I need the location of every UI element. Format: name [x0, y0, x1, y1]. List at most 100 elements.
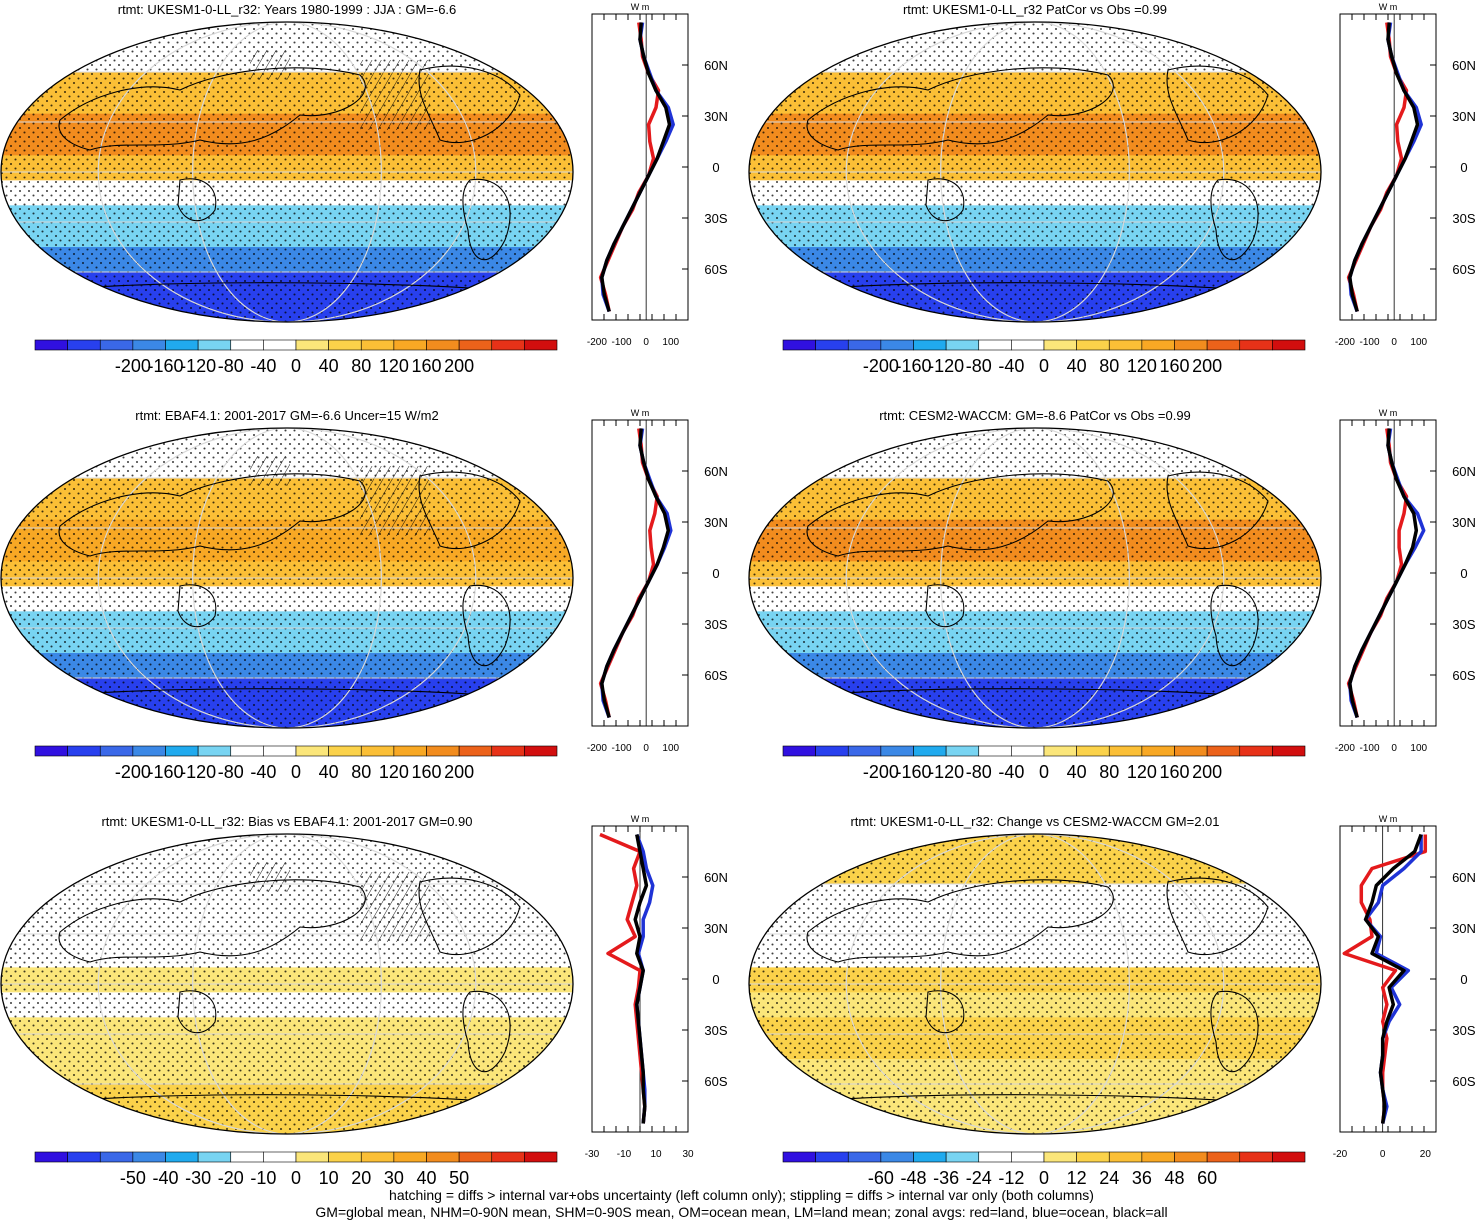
- map-field: [1, 22, 573, 322]
- colorbar-box: [393, 339, 427, 351]
- coastline: [806, 879, 1114, 963]
- coastline: [177, 178, 217, 222]
- colorbar-box: [1108, 339, 1143, 351]
- coastline: [1166, 471, 1269, 550]
- map-border: [748, 21, 1322, 323]
- colorbar-tick-label: 12: [1067, 1168, 1087, 1185]
- colorbar-tick-label: 120: [1127, 762, 1157, 782]
- colorbar-tick-label: 80: [351, 356, 371, 376]
- colorbar-box: [230, 745, 264, 757]
- colorbar-tick-label: 200: [444, 762, 474, 782]
- profile-lat-label: 60N: [704, 58, 728, 73]
- zonal-ocean-line: [600, 22, 675, 313]
- colorbar-tick-label: -120: [928, 762, 964, 782]
- colorbar-box: [1043, 745, 1077, 757]
- colorbar-box: [945, 1151, 980, 1163]
- zonal-land-line: [598, 22, 661, 312]
- colorbar: -200-160-120 -80 -40 0 40 80 120 160 200: [34, 745, 558, 782]
- panel-bias: rtmt: UKESM1-0-LL_r32: Bias vs EBAF4.1: …: [0, 814, 728, 1185]
- colorbar-box: [1141, 745, 1175, 757]
- coastline: [1166, 877, 1269, 956]
- coastline: [1210, 178, 1259, 261]
- profile-x-tick-label: 100: [662, 337, 679, 348]
- colorbar-box: [815, 339, 849, 351]
- profile-lat-label: 60N: [1452, 870, 1476, 885]
- colorbar-box: [880, 1151, 914, 1163]
- figure-footer: hatching = diffs > internal var+obs unce…: [0, 1187, 1483, 1221]
- profile-lat-label: 30S: [704, 1023, 727, 1038]
- profile-lat-label: 30S: [1452, 211, 1475, 226]
- zonal-ocean-line: [600, 428, 673, 719]
- profile-x-tick-label: 0: [643, 337, 649, 348]
- colorbar-box: [880, 339, 914, 351]
- colorbar-box: [263, 1151, 297, 1163]
- map-border: [748, 427, 1322, 729]
- colorbar-tick-label: 0: [291, 762, 301, 782]
- colorbar-box: [165, 745, 199, 757]
- zonal-profile: W m -200 -100 0 100 60N 30N 0 30S 60S: [587, 2, 728, 348]
- colorbar-tick-label: 0: [291, 356, 301, 376]
- panel-model-patcor: rtmt: UKESM1-0-LL_r32 PatCor vs Obs =0.9…: [748, 2, 1476, 376]
- colorbar-box: [1141, 339, 1175, 351]
- colorbar-box: [1108, 1151, 1143, 1163]
- coastline: [462, 178, 511, 261]
- colorbar-tick-label: -200: [115, 762, 151, 782]
- profile-lat-label: 30S: [704, 211, 727, 226]
- profile-x-tick-label: -100: [1360, 337, 1380, 348]
- colorbar-box: [782, 745, 816, 757]
- colorbar-tick-label: 24: [1099, 1168, 1119, 1185]
- colorbar-tick-label: 60: [1197, 1168, 1217, 1185]
- colorbar-box: [426, 745, 460, 757]
- colorbar-box: [458, 745, 493, 757]
- profile-lat-label: 60S: [704, 262, 727, 277]
- map-border: [0, 833, 574, 1135]
- coastline: [58, 473, 366, 557]
- profile-frame: [591, 419, 689, 727]
- graticule-lon: [940, 834, 1130, 1134]
- footer-line-2: GM=global mean, NHM=0-90N mean, SHM=0-90…: [315, 1204, 1168, 1220]
- profile-lat-label: 30N: [704, 515, 728, 530]
- zonal-profile: W m -30 -10 10 30 60N 30N 0 30S 60S: [585, 814, 728, 1160]
- colorbar-tick-label: 200: [1192, 762, 1222, 782]
- graticule-lon: [845, 834, 1225, 1134]
- zonal-land-line: [599, 832, 647, 1124]
- colorbar-box: [1206, 745, 1241, 757]
- profile-units: W m: [1379, 814, 1398, 824]
- coastline: [1166, 65, 1269, 144]
- profile-lat-label: 60N: [704, 464, 728, 479]
- colorbar-box: [360, 1151, 395, 1163]
- colorbar-box: [1141, 1151, 1175, 1163]
- colorbar-box: [978, 339, 1012, 351]
- zonal-ocean-line: [1348, 22, 1423, 313]
- colorbar-box: [782, 339, 816, 351]
- colorbar-box: [491, 745, 525, 757]
- zonal-land-line: [1346, 428, 1409, 718]
- profile-frame: [1339, 419, 1437, 727]
- profile-x-tick-label: -10: [617, 1149, 632, 1160]
- profile-lat-label: 0: [1460, 160, 1467, 175]
- colorbar-box: [1239, 745, 1273, 757]
- profile-x-tick-label: -100: [612, 337, 632, 348]
- colorbar-box: [1076, 745, 1110, 757]
- colorbar-box: [815, 745, 849, 757]
- profile-x-tick-label: 30: [682, 1149, 694, 1160]
- zonal-profile: W m -200 -100 0 100 60N 30N 0 30S 60S: [1335, 2, 1476, 348]
- colorbar-tick-label: 50: [449, 1168, 469, 1185]
- coastline: [807, 1094, 1269, 1105]
- colorbar-box: [945, 745, 980, 757]
- colorbar-box: [99, 745, 134, 757]
- profile-x-tick-label: -200: [1335, 743, 1355, 754]
- colorbar-box: [230, 339, 264, 351]
- profile-lat-label: 60N: [704, 870, 728, 885]
- panel-model-mean: rtmt: UKESM1-0-LL_r32: Years 1980-1999 :…: [0, 2, 728, 376]
- coastline: [177, 584, 217, 628]
- profile-x-tick-label: 20: [1420, 1149, 1432, 1160]
- profile-lat-label: 30S: [704, 617, 727, 632]
- colorbar-box: [360, 745, 395, 757]
- colorbar-tick-label: 80: [1099, 762, 1119, 782]
- colorbar-box: [295, 1151, 329, 1163]
- profile-frame: [1339, 13, 1437, 321]
- graticule-lon: [940, 428, 1130, 728]
- colorbar: -200-160-120 -80 -40 0 40 80 120 160 200: [782, 339, 1306, 376]
- panel-title: rtmt: UKESM1-0-LL_r32: Change vs CESM2-W…: [850, 814, 1219, 829]
